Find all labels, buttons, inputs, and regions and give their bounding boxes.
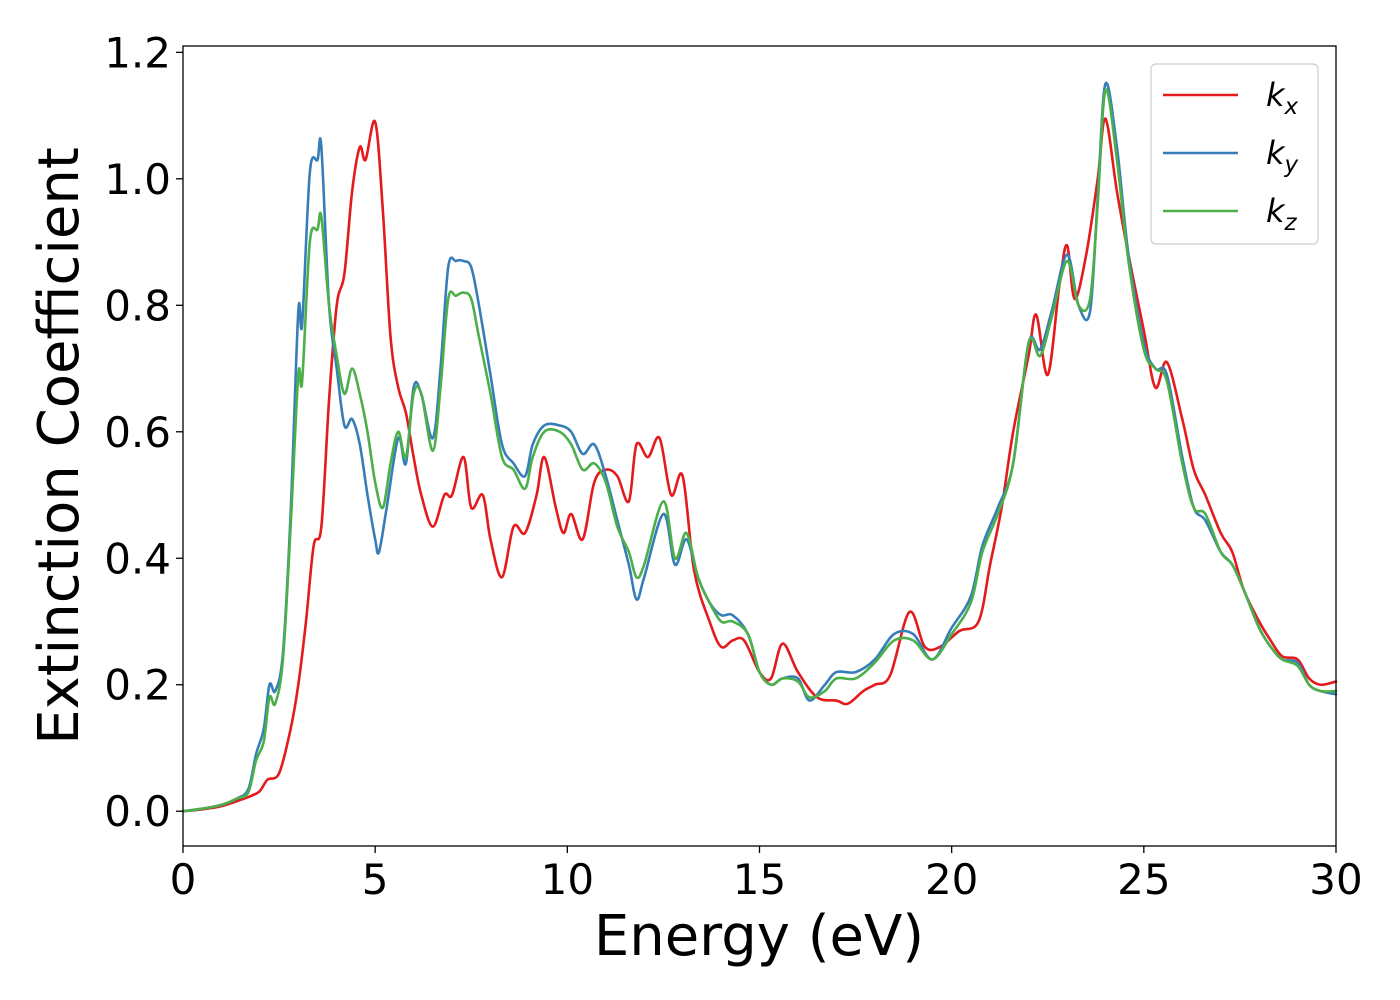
x-tick-label: 5	[362, 855, 389, 904]
x-tick-label: 0	[170, 855, 197, 904]
x-axis-title: Energy (eV)	[594, 904, 924, 969]
y-axis-title: Extinction Coefficient	[27, 147, 92, 745]
series-line-x	[181, 117, 1338, 813]
y-tick-label: 1.0	[104, 155, 171, 204]
x-tick-label: 25	[1117, 855, 1170, 904]
x-tick-label: 20	[925, 855, 978, 904]
y-axis-ticks: 0.0 0.2 0.4 0.6 0.8 1.0 1.2	[104, 28, 183, 836]
x-tick-label: 30	[1309, 855, 1362, 904]
y-tick-label: 0.4	[104, 534, 171, 583]
legend-entries: kx ky kz	[1163, 76, 1299, 236]
legend-label-x: kx	[1266, 76, 1299, 120]
y-tick-label: 0.2	[104, 661, 171, 710]
y-tick-label: 1.2	[104, 28, 171, 77]
series-layer	[181, 81, 1338, 813]
x-tick-label: 10	[541, 855, 594, 904]
series-line-y	[181, 81, 1338, 813]
series-line-z	[181, 88, 1338, 813]
x-tick-label: 15	[733, 855, 786, 904]
y-tick-label: 0.6	[104, 408, 171, 457]
legend: kx ky kz	[1150, 63, 1319, 245]
y-tick-label: 0.0	[104, 787, 171, 836]
y-tick-label: 0.8	[104, 281, 171, 330]
legend-label-y: ky	[1266, 134, 1299, 178]
x-axis-ticks: 0 5 10 15 20 25 30	[170, 846, 1363, 904]
legend-label-z: kz	[1266, 192, 1298, 236]
